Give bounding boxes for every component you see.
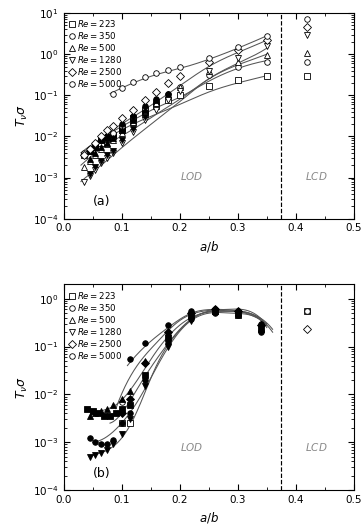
Legend: $\mathit{Re} = 223$, $\mathit{Re} = 350$, $\mathit{Re} = 500$, $\mathit{Re} = 12: $\mathit{Re} = 223$, $\mathit{Re} = 350$… — [67, 17, 124, 91]
Text: $LCD$: $LCD$ — [305, 441, 327, 453]
Text: $LOD$: $LOD$ — [180, 441, 203, 453]
X-axis label: $a/b$: $a/b$ — [199, 510, 219, 524]
Legend: $\mathit{Re} = 223$, $\mathit{Re} = 350$, $\mathit{Re} = 500$, $\mathit{Re} = 12: $\mathit{Re} = 223$, $\mathit{Re} = 350$… — [67, 288, 124, 363]
X-axis label: $a/b$: $a/b$ — [199, 239, 219, 254]
Text: $LCD$: $LCD$ — [305, 170, 327, 182]
Y-axis label: $T_{\nu}\sigma$: $T_{\nu}\sigma$ — [15, 104, 30, 127]
Text: $LOD$: $LOD$ — [180, 170, 203, 182]
Text: (b): (b) — [93, 467, 110, 479]
Text: (a): (a) — [93, 195, 110, 209]
Y-axis label: $T_{\nu}\sigma$: $T_{\nu}\sigma$ — [15, 376, 30, 399]
